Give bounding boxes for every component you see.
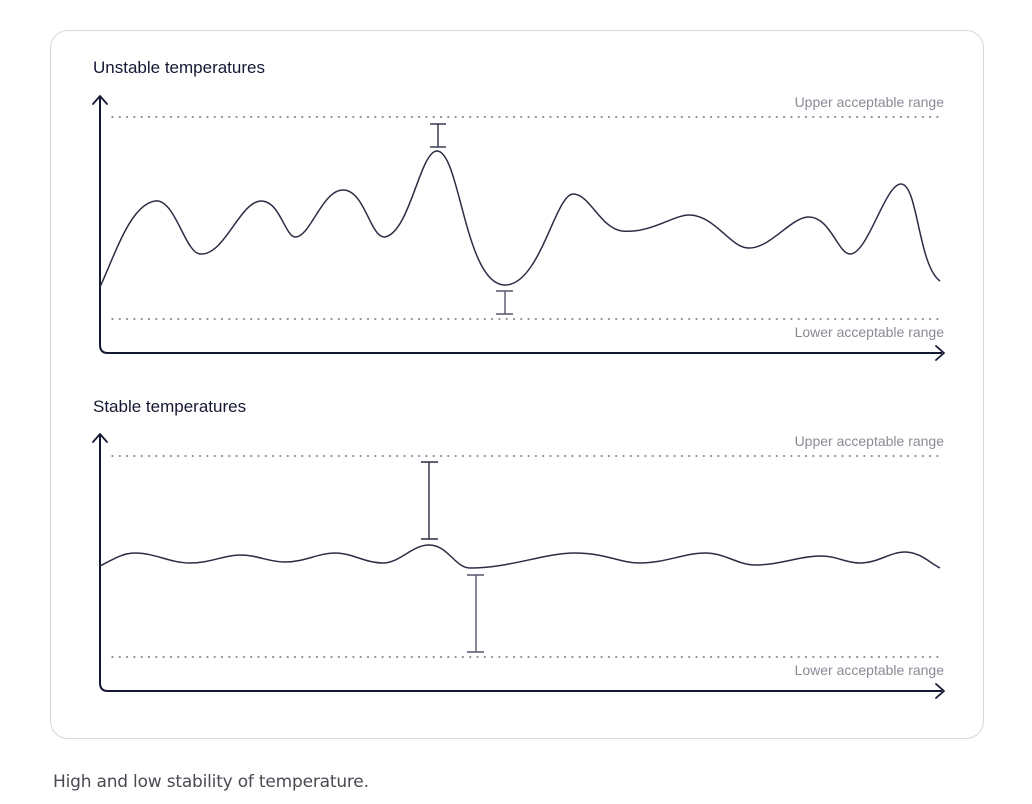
stable-axes xyxy=(99,435,942,692)
stable-temperature-line xyxy=(99,544,941,569)
stable-upper-gap-bracket xyxy=(421,461,438,540)
y-axis-arrow-icon xyxy=(92,433,108,443)
x-axis-arrow-icon xyxy=(935,683,945,699)
stable-lower-gap-bracket xyxy=(467,574,484,653)
unstable-temperature-line xyxy=(99,150,941,288)
unstable-chart-title: Unstable temperatures xyxy=(93,58,265,77)
stable-lower-range-label: Lower acceptable range xyxy=(795,662,945,678)
unstable-axes xyxy=(99,97,942,354)
figure-caption: High and low stability of temperature. xyxy=(53,772,369,792)
unstable-lower-gap-bracket xyxy=(496,290,513,315)
unstable-upper-range-label: Upper acceptable range xyxy=(795,94,945,110)
stable-chart: Stable temperatures Upper acceptable ran… xyxy=(92,397,945,699)
x-axis-arrow-icon xyxy=(935,345,945,361)
stable-upper-range-label: Upper acceptable range xyxy=(795,433,945,449)
unstable-chart: Unstable temperatures Upper acceptable r… xyxy=(92,58,945,361)
unstable-lower-range-label: Lower acceptable range xyxy=(795,324,945,340)
stable-chart-title: Stable temperatures xyxy=(93,397,246,416)
y-axis-arrow-icon xyxy=(92,95,108,105)
unstable-upper-gap-bracket xyxy=(430,123,446,148)
figure-card xyxy=(50,30,984,739)
